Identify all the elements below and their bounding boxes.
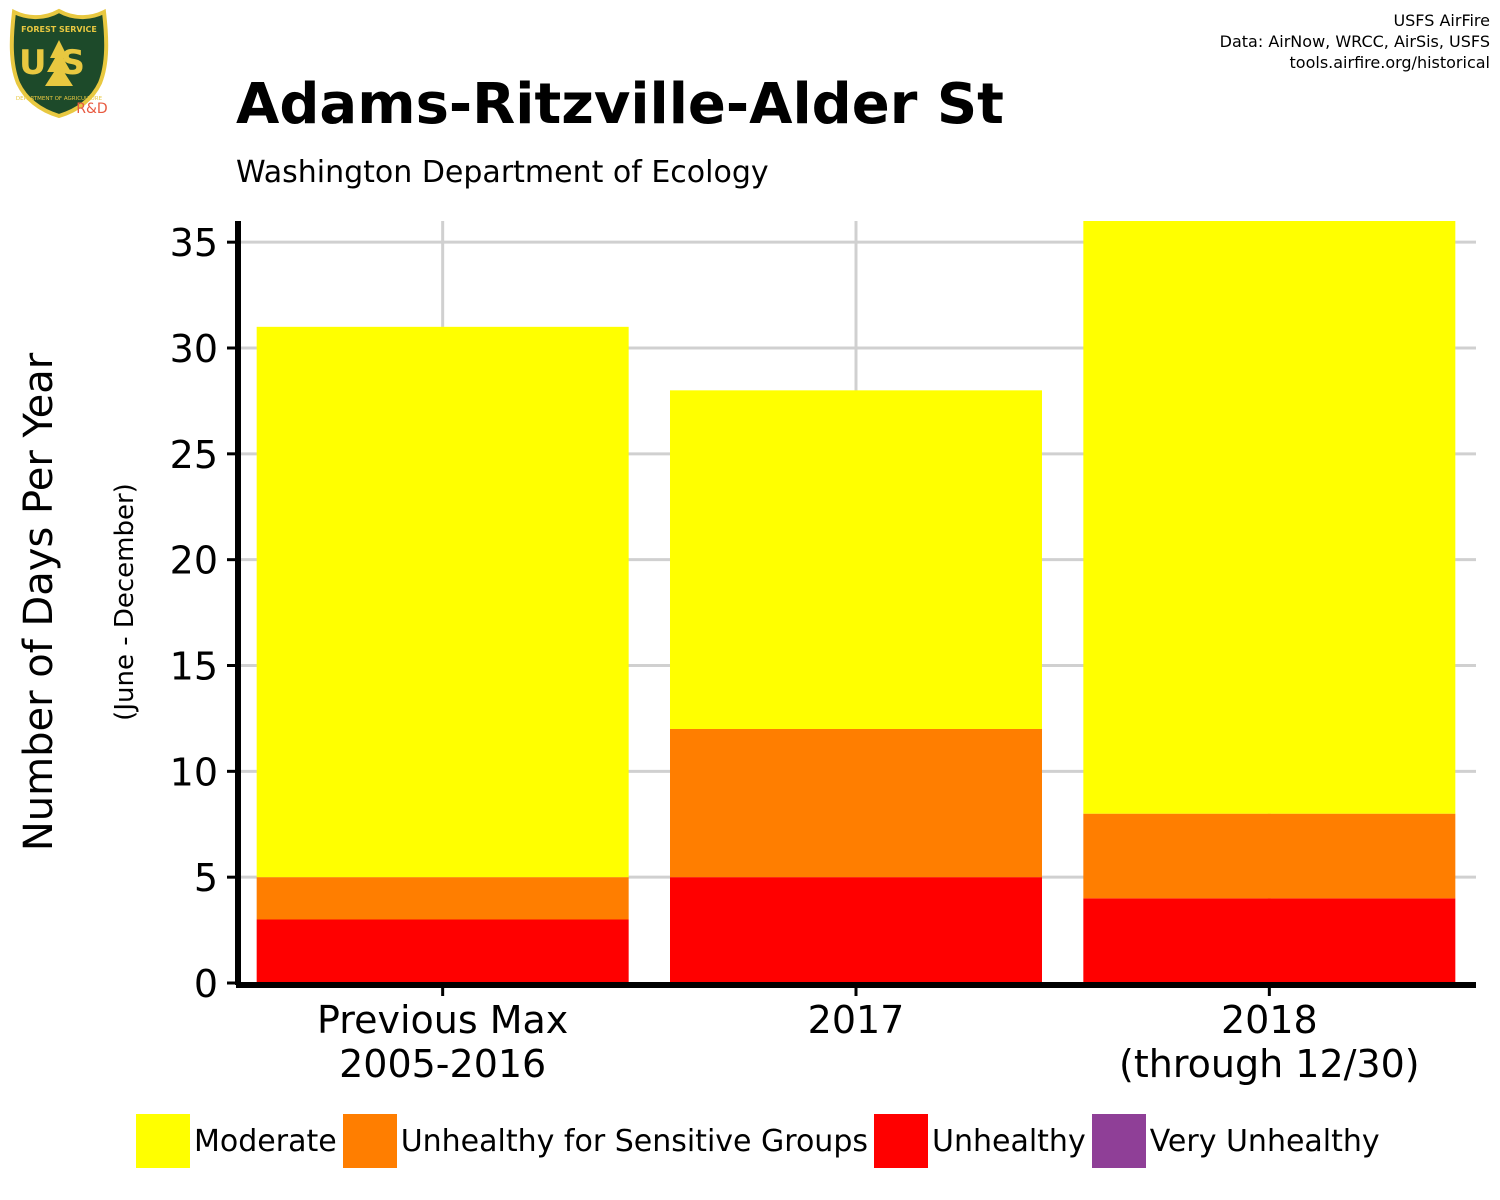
bar-segment xyxy=(670,390,1042,729)
y-tick-label: 15 xyxy=(170,645,218,689)
credit-line: tools.airfire.org/historical xyxy=(1289,53,1490,72)
bar-segment xyxy=(256,877,629,920)
legend-label: Unhealthy for Sensitive Groups xyxy=(400,1123,868,1159)
credit-line: USFS AirFire xyxy=(1393,11,1490,30)
x-tick-label: 2017 xyxy=(808,998,905,1042)
legend-item: Unhealthy xyxy=(874,1114,1086,1168)
y-tick-label: 0 xyxy=(194,962,218,1006)
logo-bottom-text: DEPARTMENT OF AGRICULTURE xyxy=(16,96,103,102)
bar-segment xyxy=(1083,221,1456,814)
legend-label: Very Unhealthy xyxy=(1149,1123,1380,1159)
legend: Moderate Unhealthy for Sensitive Groups Un… xyxy=(136,1113,1386,1169)
x-tick-label: (through 12/30) xyxy=(1119,1042,1420,1086)
y-axis-label: Number of Days Per Year xyxy=(16,352,62,851)
x-tick-label: 2005-2016 xyxy=(339,1042,546,1086)
bar-segment xyxy=(1083,813,1456,899)
y-tick-label: 30 xyxy=(170,327,218,371)
legend-swatch xyxy=(136,1114,190,1168)
y-tick-label: 25 xyxy=(170,433,218,477)
bar-segment xyxy=(256,326,629,878)
legend-swatch xyxy=(1091,1114,1146,1168)
axes xyxy=(227,221,1476,996)
y-tick-label: 10 xyxy=(170,750,218,794)
y-tick-label: 5 xyxy=(194,856,218,900)
y-tick-label: 35 xyxy=(170,221,218,265)
chart-title: Adams-Ritzville-Alder St xyxy=(236,72,1004,137)
bar-segment xyxy=(1083,898,1456,983)
tree-icon xyxy=(45,40,73,86)
bar-segment xyxy=(256,919,629,983)
legend-item: Very Unhealthy xyxy=(1091,1114,1380,1168)
legend-item: Unhealthy for Sensitive Groups xyxy=(342,1114,868,1168)
forest-service-shield-icon: FOREST SERVICE US DEPARTMENT OF AGRICULT… xyxy=(9,8,109,118)
credit-line: Data: AirNow, WRCC, AirSis, USFS xyxy=(1219,32,1490,51)
legend-item: Moderate xyxy=(136,1114,337,1168)
logo-top-text: FOREST SERVICE xyxy=(21,25,97,34)
bar-segment xyxy=(670,729,1042,878)
legend-label: Unhealthy xyxy=(932,1123,1086,1159)
y-axis-sublabel: (June - December) xyxy=(110,483,140,721)
y-tick-label: 20 xyxy=(170,539,218,583)
legend-swatch xyxy=(342,1114,397,1168)
chart-subtitle: Washington Department of Ecology xyxy=(236,155,769,190)
x-tick-label: Previous Max xyxy=(317,998,568,1042)
credits-block: USFS AirFire Data: AirNow, WRCC, AirSis,… xyxy=(1220,10,1490,73)
legend-label: Moderate xyxy=(194,1123,337,1159)
logo-badge-text: R&D xyxy=(76,101,107,117)
y-tick-labels: 0 5 10 15 20 25 30 35 xyxy=(170,221,218,1006)
bar-segment xyxy=(670,877,1042,983)
legend-swatch xyxy=(874,1114,928,1168)
bars xyxy=(256,221,1456,983)
x-tick-label: 2018 xyxy=(1221,998,1318,1042)
